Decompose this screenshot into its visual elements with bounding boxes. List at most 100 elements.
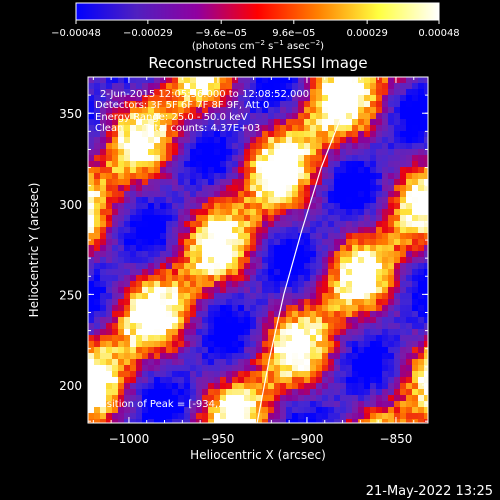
heatmap-cell	[352, 149, 358, 155]
heatmap-cell	[412, 95, 418, 101]
heatmap-cell	[118, 335, 124, 341]
heatmap-cell	[112, 389, 118, 395]
heatmap-cell	[244, 311, 250, 317]
heatmap-cell	[154, 245, 160, 251]
heatmap-cell	[106, 359, 112, 365]
heatmap-cell	[406, 347, 412, 353]
heatmap-cell	[148, 419, 154, 423]
heatmap-cell	[412, 365, 418, 371]
heatmap-cell	[184, 263, 190, 269]
heatmap-cell	[394, 323, 400, 329]
heatmap-cell	[100, 143, 106, 149]
heatmap-cell	[418, 299, 424, 305]
heatmap-cell	[136, 167, 142, 173]
heatmap-cell	[400, 257, 406, 263]
heatmap-cell	[124, 221, 130, 227]
heatmap-cell	[142, 233, 148, 239]
heatmap-cell	[136, 155, 142, 161]
heatmap-cell	[310, 251, 316, 257]
heatmap-cell	[322, 227, 328, 233]
x-tick-label: −850	[379, 432, 412, 446]
heatmap-cell	[124, 353, 130, 359]
heatmap-cell	[142, 107, 148, 113]
heatmap-cell	[262, 245, 268, 251]
heatmap-cell	[166, 209, 172, 215]
heatmap-cell	[394, 413, 400, 419]
heatmap-cell	[130, 407, 136, 413]
heatmap-cell	[166, 197, 172, 203]
heatmap-cell	[148, 83, 154, 89]
heatmap-cell	[250, 179, 256, 185]
heatmap-cell	[244, 125, 250, 131]
heatmap-cell	[148, 233, 154, 239]
heatmap-cell	[130, 293, 136, 299]
heatmap-cell	[412, 407, 418, 413]
heatmap-cell	[226, 407, 232, 413]
heatmap-cell	[178, 137, 184, 143]
heatmap-cell	[166, 119, 172, 125]
heatmap-cell	[142, 293, 148, 299]
heatmap-cell	[196, 293, 202, 299]
heatmap-cell	[388, 299, 394, 305]
heatmap-cell	[118, 125, 124, 131]
heatmap-cell	[166, 365, 172, 371]
heatmap-cell	[412, 251, 418, 257]
heatmap-cell	[94, 287, 100, 293]
heatmap-cell	[328, 173, 334, 179]
heatmap-cell	[88, 125, 94, 131]
heatmap-cell	[202, 245, 208, 251]
heatmap-cell	[418, 335, 424, 341]
heatmap-cell	[250, 101, 256, 107]
heatmap-cell	[304, 101, 310, 107]
heatmap-cell	[376, 419, 382, 423]
heatmap-cell	[268, 407, 274, 413]
heatmap-cell	[274, 89, 280, 95]
heatmap-cell	[250, 281, 256, 287]
heatmap-cell	[328, 365, 334, 371]
heatmap-cell	[112, 197, 118, 203]
heatmap-cell	[376, 221, 382, 227]
heatmap-cell	[358, 317, 364, 323]
heatmap-cell	[154, 125, 160, 131]
heatmap-cell	[328, 275, 334, 281]
heatmap-cell	[268, 299, 274, 305]
heatmap-cell	[214, 299, 220, 305]
heatmap-cell	[346, 299, 352, 305]
heatmap-cell	[316, 221, 322, 227]
heatmap-cell	[382, 401, 388, 407]
heatmap-cell	[316, 119, 322, 125]
heatmap-cell	[208, 329, 214, 335]
heatmap-cell	[334, 299, 340, 305]
heatmap-cell	[184, 305, 190, 311]
heatmap-cell	[136, 197, 142, 203]
heatmap-cell	[400, 401, 406, 407]
heatmap-cell	[394, 77, 400, 83]
heatmap-cell	[406, 293, 412, 299]
heatmap-cell	[262, 401, 268, 407]
heatmap-cell	[406, 359, 412, 365]
heatmap-cell	[424, 257, 428, 263]
heatmap-cell	[406, 173, 412, 179]
heatmap-cell	[370, 155, 376, 161]
heatmap-cell	[130, 125, 136, 131]
heatmap-cell	[262, 209, 268, 215]
heatmap-cell	[400, 119, 406, 125]
heatmap-cell	[310, 179, 316, 185]
heatmap-cell	[172, 173, 178, 179]
heatmap-cell	[268, 305, 274, 311]
heatmap-cell	[226, 221, 232, 227]
heatmap-cell	[346, 233, 352, 239]
heatmap-cell	[154, 113, 160, 119]
heatmap-cell	[334, 203, 340, 209]
heatmap-cell	[118, 185, 124, 191]
heatmap-cell	[238, 305, 244, 311]
heatmap-cell	[112, 353, 118, 359]
heatmap-cell	[250, 377, 256, 383]
heatmap-cell	[112, 77, 118, 83]
heatmap-cell	[118, 95, 124, 101]
heatmap-cell	[232, 311, 238, 317]
heatmap-cell	[412, 395, 418, 401]
heatmap-cell	[238, 233, 244, 239]
heatmap-cell	[106, 83, 112, 89]
heatmap-cell	[256, 239, 262, 245]
